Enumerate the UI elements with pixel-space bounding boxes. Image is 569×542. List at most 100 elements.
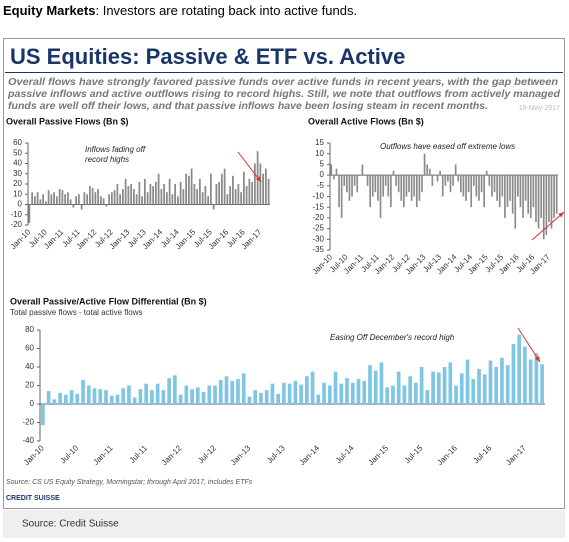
bar xyxy=(400,175,403,201)
subtitle-line: funds are well off their lows, and that … xyxy=(8,100,488,112)
bar xyxy=(471,379,476,404)
bar xyxy=(259,392,263,404)
bar xyxy=(431,371,435,404)
bar xyxy=(415,175,418,208)
bar xyxy=(402,385,407,404)
bar xyxy=(362,380,367,404)
bar xyxy=(184,385,189,404)
y-tick-label: -5 xyxy=(317,181,325,190)
bar xyxy=(465,175,467,201)
bar xyxy=(496,175,498,201)
bar xyxy=(540,175,542,218)
bar xyxy=(61,190,64,205)
arrow-head xyxy=(535,356,540,362)
chart-subtitle: Total passive flows - total active flows xyxy=(10,308,143,317)
bar xyxy=(534,353,539,404)
y-tick-label: 40 xyxy=(13,159,22,168)
bar xyxy=(470,175,473,208)
y-tick-label: 20 xyxy=(13,179,22,188)
y-tick-label: -30 xyxy=(312,234,324,243)
bar xyxy=(104,390,108,404)
bar xyxy=(204,186,207,205)
bar xyxy=(190,389,194,404)
bar xyxy=(542,175,545,240)
chart-title: Overall Passive Flows (Bn $) xyxy=(6,116,129,126)
bar xyxy=(171,194,174,205)
bar xyxy=(33,196,36,205)
bar xyxy=(47,190,50,205)
bar xyxy=(426,164,428,176)
bar xyxy=(436,175,439,182)
bar xyxy=(28,204,31,223)
bar xyxy=(64,194,67,205)
bar xyxy=(390,175,392,208)
bar xyxy=(127,385,131,404)
bar xyxy=(198,178,201,205)
header: Equity Markets: Investors are rotating b… xyxy=(3,3,357,18)
bar xyxy=(69,199,72,205)
bar xyxy=(215,184,218,205)
bar xyxy=(436,372,441,404)
y-tick-label: 0 xyxy=(30,399,35,408)
bar xyxy=(132,189,135,205)
bar xyxy=(431,175,434,186)
bar xyxy=(462,175,465,197)
bar xyxy=(240,192,243,205)
bar xyxy=(467,175,470,193)
bar xyxy=(187,175,190,205)
bar xyxy=(322,382,326,404)
bar xyxy=(179,181,182,205)
bar xyxy=(550,175,553,229)
bar xyxy=(361,164,364,176)
bar xyxy=(414,382,418,404)
bar xyxy=(382,175,384,197)
bar xyxy=(86,194,89,205)
y-tick-label: -25 xyxy=(312,224,324,233)
bar xyxy=(144,383,149,404)
bar xyxy=(36,192,39,205)
bar xyxy=(338,175,340,208)
bar xyxy=(97,189,100,205)
bar xyxy=(146,192,149,205)
bar xyxy=(127,186,130,205)
caption-bar xyxy=(3,510,565,538)
bar xyxy=(113,190,116,205)
bar xyxy=(377,175,379,201)
y-tick-label: 10 xyxy=(13,189,22,198)
bar xyxy=(371,175,374,197)
bar xyxy=(178,394,183,404)
bar xyxy=(264,390,269,404)
bar xyxy=(442,367,447,404)
bar xyxy=(553,175,555,218)
bar xyxy=(403,175,405,208)
bar xyxy=(102,198,105,205)
bar xyxy=(396,371,401,404)
bar xyxy=(425,390,430,404)
bar xyxy=(44,201,47,205)
bar xyxy=(105,204,108,207)
bar xyxy=(160,189,163,205)
bar xyxy=(253,390,258,404)
bar xyxy=(108,194,111,205)
bar xyxy=(410,175,413,201)
bar xyxy=(236,379,240,404)
date: 15-May-2017 xyxy=(519,105,560,112)
annotation: Outflows have eased off extreme lows xyxy=(380,142,515,151)
y-tick-label: -10 xyxy=(312,192,324,201)
bar xyxy=(454,385,458,404)
bar xyxy=(373,370,378,404)
annotation: Inflows fading off xyxy=(85,145,146,154)
bar xyxy=(218,181,221,205)
bar xyxy=(428,168,431,176)
bar xyxy=(511,175,514,214)
bar xyxy=(444,175,447,186)
bar xyxy=(537,175,540,229)
bar xyxy=(141,196,144,205)
bar xyxy=(282,382,286,404)
bar xyxy=(143,178,146,205)
arrow xyxy=(237,151,262,183)
bar xyxy=(472,175,475,186)
bar xyxy=(53,192,56,205)
bar xyxy=(212,204,215,210)
bar xyxy=(223,168,226,205)
